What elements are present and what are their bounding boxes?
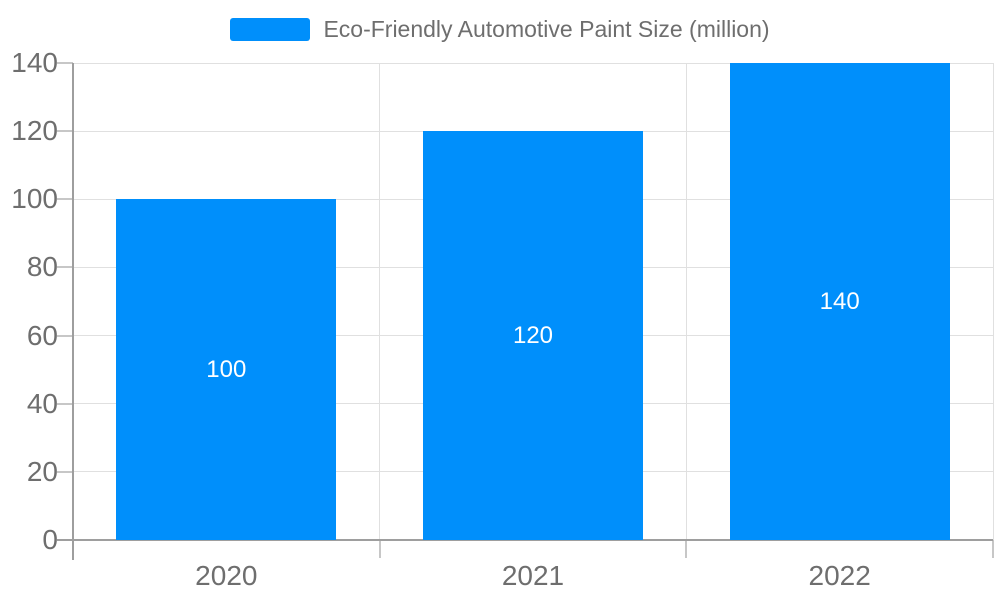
legend-marker-swatch[interactable]: [230, 17, 311, 41]
legend-label: Eco-Friendly Automotive Paint Size (mill…: [323, 16, 770, 42]
y-axis-label: 20: [26, 455, 58, 487]
y-axis-line: [72, 63, 74, 560]
x-axis-tick: [378, 540, 381, 558]
x-axis-line: [57, 539, 993, 541]
bar-value-label: 120: [512, 321, 554, 349]
x-gridline: [992, 63, 994, 540]
bar-2021[interactable]: [423, 131, 643, 540]
y-axis-tick: [57, 130, 73, 133]
x-axis-tick: [685, 540, 688, 558]
y-axis-label: 120: [11, 115, 58, 147]
bar-value-label: 100: [206, 355, 247, 383]
bar-value-label: 140: [819, 287, 860, 315]
x-gridline: [379, 63, 381, 540]
y-axis-label: 140: [11, 47, 58, 78]
y-axis-label: 100: [11, 183, 58, 215]
x-axis-tick: [992, 540, 994, 558]
y-axis-tick: [57, 402, 73, 405]
y-axis-label: 40: [26, 387, 58, 419]
y-axis-tick: [57, 198, 73, 201]
y-axis-tick: [57, 266, 73, 269]
bar-2022[interactable]: [729, 63, 950, 540]
x-axis-label: 2020: [195, 560, 258, 591]
y-axis-tick: [57, 334, 73, 337]
y-gridline: [73, 62, 993, 64]
x-axis-label: 2022: [808, 560, 871, 591]
y-axis-tick: [57, 470, 73, 473]
y-axis-label: 60: [26, 319, 58, 351]
y-axis-tick: [57, 62, 73, 64]
x-gridline: [685, 63, 687, 540]
bar-2020[interactable]: [116, 199, 337, 540]
x-axis-label: 2021: [501, 560, 565, 591]
y-axis-label: 80: [26, 251, 58, 283]
chart-legend[interactable]: Eco-Friendly Automotive Paint Size (mill…: [0, 15, 1000, 43]
y-axis-label: 0: [42, 524, 58, 555]
